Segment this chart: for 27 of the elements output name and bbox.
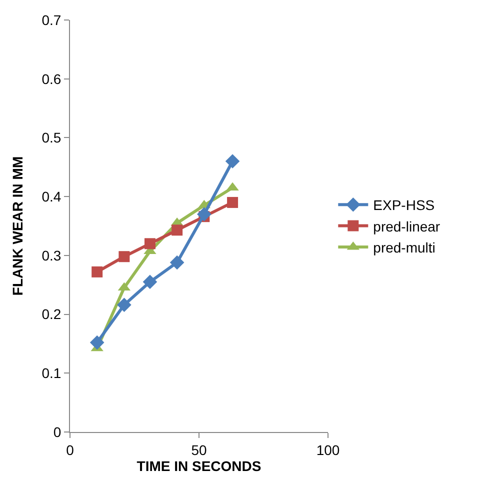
x-tick-label: 0 [66,442,74,458]
point [170,255,184,270]
y-tick-label: 0.1 [42,365,62,382]
y-tick-label: 0.2 [42,306,62,322]
legend-label: EXP-HSS [373,197,435,214]
point [225,154,240,168]
point [144,238,156,250]
y-tick-label: 0 [53,424,62,440]
y-tick-label: 0.5 [42,130,62,146]
x-axis-title: TIME IN SECONDS [136,458,262,474]
y-tick-label: 0.4 [42,188,62,204]
y-axis-title: FLANK WEAR IN MM [9,156,26,296]
y-tick-label: 0.7 [42,12,62,28]
x-tick-label: 100 [316,442,340,458]
point [227,196,238,208]
y-tick-label: 0.3 [42,247,62,264]
point [117,298,132,312]
point [90,335,104,350]
point [197,207,212,222]
y-tick-label: 0.6 [42,70,62,87]
point [118,251,130,262]
point [142,274,158,290]
legend-label: pred-multi [373,239,436,256]
legend-label: pred-linear [373,218,440,234]
point [92,266,103,278]
x-tick-label: 50 [191,442,207,458]
point [172,224,183,236]
